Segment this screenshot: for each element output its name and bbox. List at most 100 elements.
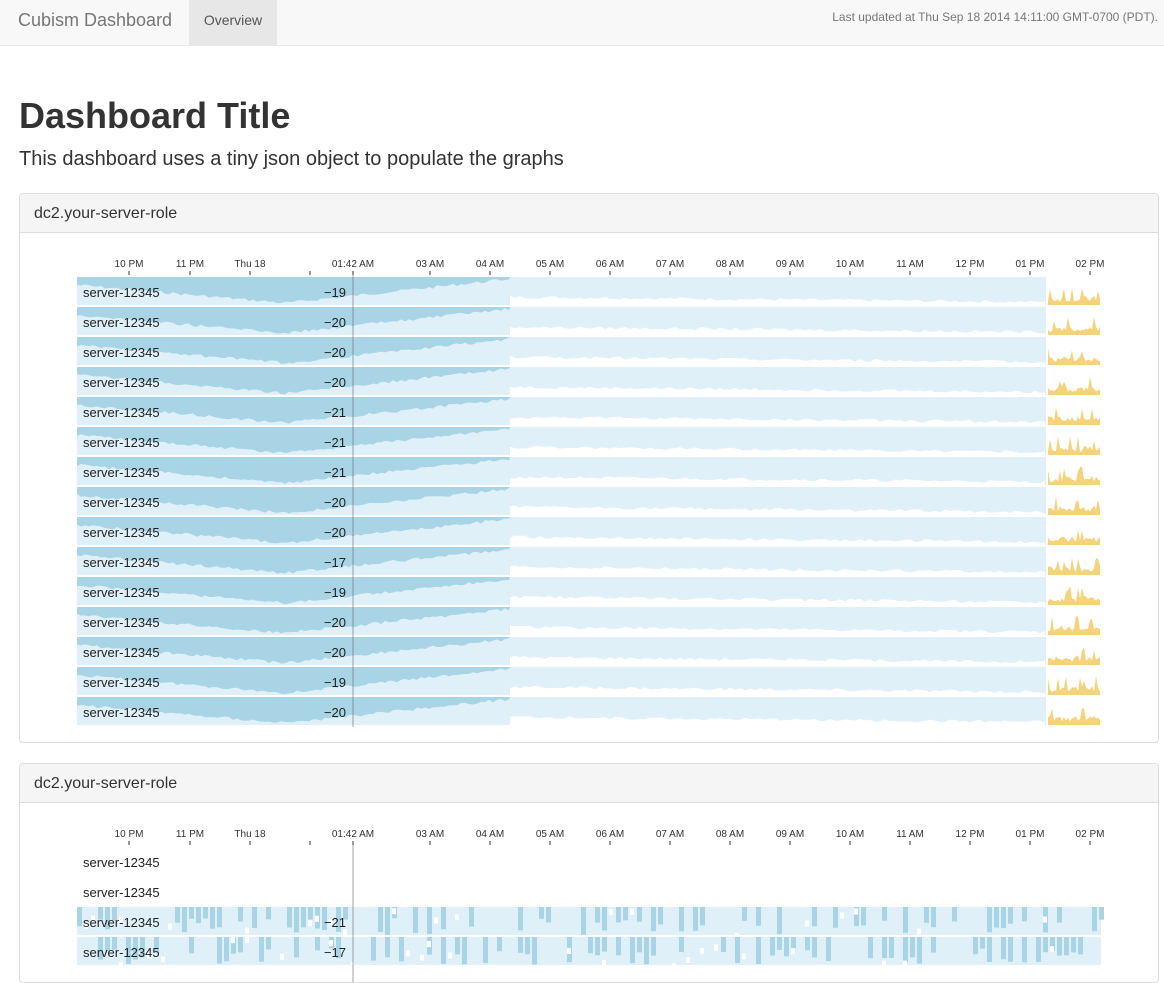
horizon-gap [84,922,88,929]
axis-tick-label: 01:42 AM [332,829,374,840]
axis-tick-label: 09 AM [776,259,804,270]
series-value: −19 [324,285,346,300]
series-label: server-12345 [83,495,160,510]
horizon-bar [343,907,348,920]
horizon-bar [308,907,313,920]
horizon-row: server-12345 −20 [77,307,1101,335]
tab-overview[interactable]: Overview [189,0,277,45]
horizon-gap [420,954,424,961]
horizon-chart[interactable]: 10 PM 11 PM Thu 18 01:42 AM 03 AM 04 AM 05 AM 0… [20,194,1159,743]
series-value: −19 [324,585,346,600]
horizon-spike [1048,376,1100,395]
horizon-row: server-12345 −17 [77,937,1101,970]
horizon-gap [602,959,606,966]
series-label: server-12345 [83,315,160,330]
horizon-bar [399,937,404,962]
horizon-bar [252,907,257,928]
horizon-band-dark [77,277,510,304]
horizon-spike [1048,557,1100,575]
horizon-bar [581,907,586,935]
brand-link[interactable]: Cubism Dashboard [18,10,173,30]
horizon-bar [980,937,985,949]
horizon-bar [658,907,663,925]
horizon-row: server-12345 [83,855,160,870]
horizon-gap [245,937,249,944]
panel-server-role-2: dc2.your-server-role 10 PM 11 PM Thu 18 01:… [19,763,1159,983]
axis-tick-label: 05 AM [536,829,564,840]
horizon-gap [700,948,704,955]
horizon-bar [994,907,999,928]
horizon-gap [510,716,1045,725]
last-updated-status: Last updated at Thu Sep 18 2014 14:11:00… [832,10,1158,24]
axis-tick-label: 01:42 AM [332,259,374,270]
horizon-row: server-12345 −21 [77,397,1101,425]
horizon-row: server-12345 −20 [77,337,1101,365]
horizon-bar [1092,907,1097,932]
horizon-bar [217,937,222,964]
axis-tick-label: 03 AM [416,829,444,840]
horizon-gap [903,960,907,967]
horizon-bar [301,907,306,928]
horizon-gap [510,685,1045,695]
horizon-band-dark [77,337,510,364]
horizon-gap [315,915,319,922]
axis-tick-label: 02 PM [1076,259,1105,270]
horizon-bar [126,937,131,964]
horizon-chart[interactable]: 10 PM 11 PM Thu 18 01:42 AM 03 AM 04 AM 05 AM 0… [20,764,1159,983]
horizon-spike [1048,287,1100,305]
horizon-gap [1050,946,1054,953]
horizon-gap [161,956,165,963]
horizon-bar [679,907,684,932]
horizon-bar [427,907,432,934]
horizon-gap [510,505,1045,515]
horizon-bar [441,937,446,964]
series-value: −20 [324,705,346,720]
horizon-bar [756,937,761,965]
horizon-bar [385,937,390,958]
series-label: server-12345 [83,615,160,630]
horizon-bar [910,937,915,958]
horizon-band-dark [77,607,510,634]
horizon-gap [882,960,886,967]
series-value: −20 [324,525,346,540]
series-value: −17 [324,555,346,570]
horizon-bar [1057,907,1062,923]
horizon-gap [735,932,739,939]
horizon-bar [1057,937,1062,956]
axis-tick-label: 10 AM [836,829,864,840]
horizon-band-dark [77,367,510,395]
horizon-bar [112,937,117,950]
horizon-row: server-12345 −19 [77,667,1101,695]
horizon-bar [826,937,831,962]
horizon-bar [602,907,607,931]
horizon-bar [322,907,327,931]
horizon-bar [497,937,502,952]
horizon-bar [812,937,817,958]
horizon-bar [203,907,208,919]
horizon-bar [637,937,642,953]
series-value: −20 [324,345,346,360]
axis-tick-label: Thu 18 [234,259,266,270]
horizon-bar [469,907,474,927]
horizon-band-dark [77,487,510,514]
horizon-gap [854,908,858,915]
horizon-bar [140,937,145,958]
horizon-bar [189,907,194,919]
horizon-bar [371,937,376,961]
horizon-bar [210,907,215,929]
horizon-bar [196,907,201,924]
horizon-bar [742,907,747,921]
horizon-bar [952,907,957,922]
horizon-bar [133,937,138,960]
series-label: server-12345 [83,375,160,390]
horizon-gap [329,940,333,947]
series-label: server-12345 [83,675,160,690]
axis-tick-label: 06 AM [596,829,624,840]
horizon-spike [1048,436,1100,455]
horizon-bar [413,907,418,934]
horizon-gap [510,295,1045,305]
horizon-bar [588,937,593,954]
horizon-gap [510,416,1045,425]
horizon-bar [868,937,873,959]
horizon-spike [1048,496,1100,515]
